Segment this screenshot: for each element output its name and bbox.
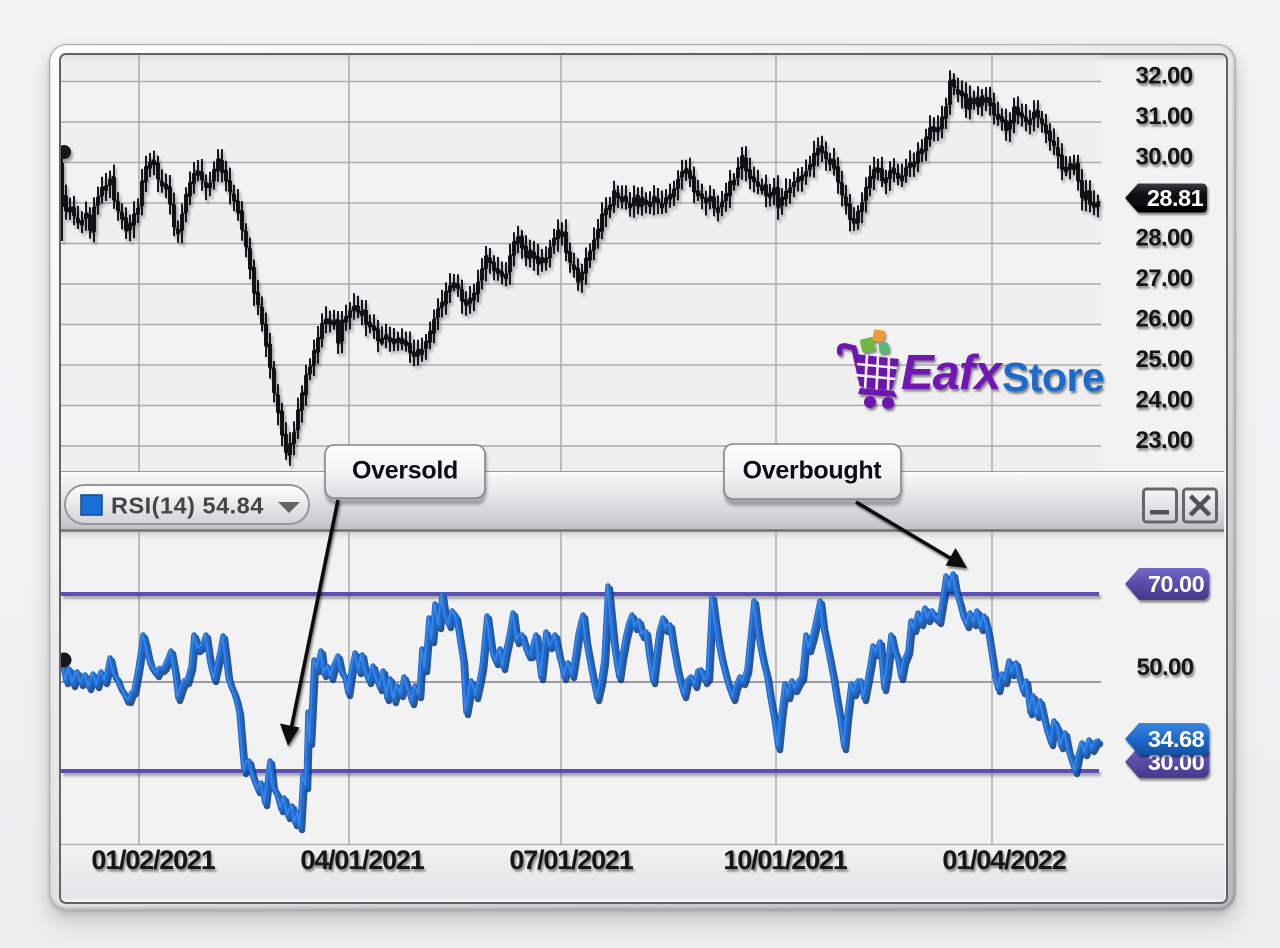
svg-text:70.00: 70.00 <box>1148 571 1205 597</box>
svg-text:28.81: 28.81 <box>1147 185 1204 211</box>
svg-text:50.00: 50.00 <box>1136 654 1193 681</box>
svg-text:01/04/2022: 01/04/2022 <box>942 845 1065 875</box>
svg-text:07/01/2021: 07/01/2021 <box>509 845 633 875</box>
svg-text:Eafx: Eafx <box>901 346 1003 400</box>
svg-text:01/02/2021: 01/02/2021 <box>91 845 215 875</box>
svg-text:Store: Store <box>1002 354 1104 400</box>
svg-text:26.00: 26.00 <box>1135 306 1192 333</box>
svg-text:24.00: 24.00 <box>1135 387 1192 414</box>
svg-text:27.00: 27.00 <box>1135 265 1192 292</box>
svg-text:Oversold: Oversold <box>352 457 458 485</box>
svg-text:32.00: 32.00 <box>1135 63 1192 90</box>
svg-text:Overbought: Overbought <box>743 457 883 485</box>
svg-text:31.00: 31.00 <box>1135 103 1192 130</box>
svg-text:30.00: 30.00 <box>1135 144 1192 171</box>
svg-text:RSI(14) 54.84: RSI(14) 54.84 <box>111 493 264 519</box>
svg-text:34.68: 34.68 <box>1148 726 1205 752</box>
svg-text:23.00: 23.00 <box>1135 427 1192 454</box>
svg-text:25.00: 25.00 <box>1135 346 1192 373</box>
svg-text:10/01/2021: 10/01/2021 <box>723 845 847 875</box>
svg-text:28.00: 28.00 <box>1135 225 1192 252</box>
svg-text:04/01/2021: 04/01/2021 <box>300 845 424 875</box>
